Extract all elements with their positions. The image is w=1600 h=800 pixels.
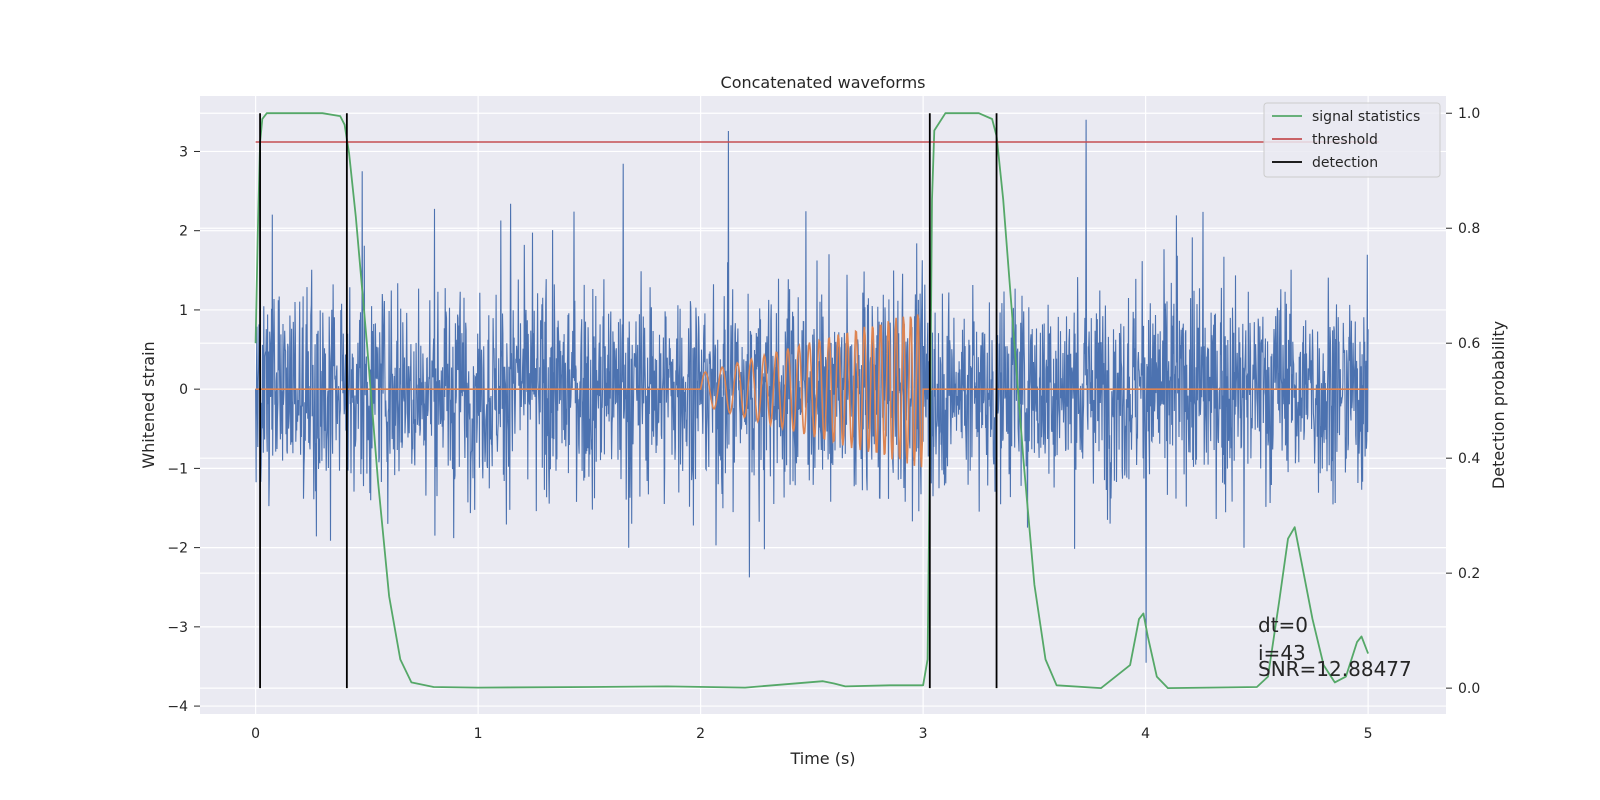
y-axis-label: Whitened strain xyxy=(139,341,158,468)
y2-tick-label: 0.0 xyxy=(1458,681,1480,697)
y2-tick-label: 0.6 xyxy=(1458,336,1480,352)
y-tick-label: −1 xyxy=(167,461,188,477)
y-tick-label: 0 xyxy=(179,382,188,398)
y2-tick-label: 0.2 xyxy=(1458,566,1480,582)
detection-series xyxy=(259,113,998,689)
y-tick-label: 1 xyxy=(179,303,188,319)
y-tick-label: −3 xyxy=(167,620,188,636)
y-tick-label: 3 xyxy=(179,144,188,160)
whitened-strain-line xyxy=(255,119,1369,663)
template-waveform-series xyxy=(255,314,1369,468)
x-tick-label: 4 xyxy=(1141,726,1150,742)
x-tick-label: 1 xyxy=(474,726,483,742)
legend: signal statistics threshold detection xyxy=(1263,102,1441,178)
chart-title: Concatenated waveforms xyxy=(721,73,926,92)
y2-tick-label: 0.8 xyxy=(1458,221,1480,237)
legend-label-detection: detection xyxy=(1312,155,1378,171)
signal-statistics-line xyxy=(254,112,1369,689)
whitened-strain-series xyxy=(255,119,1369,663)
axis-ticks: 0 1 2 3 4 5 −4 −3 −2 −1 0 1 2 3 0.0 0.2 0.4 0.6 0.8 1.0 xyxy=(167,106,1480,742)
y2-axis-label: Detection probability xyxy=(1489,321,1508,489)
x-tick-label: 5 xyxy=(1364,726,1373,742)
annotation-index: i=43 xyxy=(1258,641,1306,665)
legend-label-signal-statistics: signal statistics xyxy=(1312,109,1420,125)
x-axis-label: Time (s) xyxy=(789,749,855,768)
y-tick-label: 2 xyxy=(179,224,188,240)
annotation-snr: SNR=12.88477 xyxy=(1258,657,1412,681)
y-tick-label: −4 xyxy=(167,699,188,715)
grid xyxy=(200,96,1446,714)
y2-tick-label: 0.4 xyxy=(1458,451,1480,467)
template-line xyxy=(255,314,1369,468)
x-tick-label: 0 xyxy=(251,726,260,742)
x-tick-label: 3 xyxy=(919,726,928,742)
annotation-dt: dt=0 xyxy=(1258,613,1308,637)
legend-box xyxy=(1263,102,1441,178)
legend-label-threshold: threshold xyxy=(1312,132,1378,148)
x-tick-label: 2 xyxy=(696,726,705,742)
y-tick-label: −2 xyxy=(167,541,188,557)
signal-statistics-series xyxy=(254,112,1369,689)
y2-tick-label: 1.0 xyxy=(1458,106,1480,122)
